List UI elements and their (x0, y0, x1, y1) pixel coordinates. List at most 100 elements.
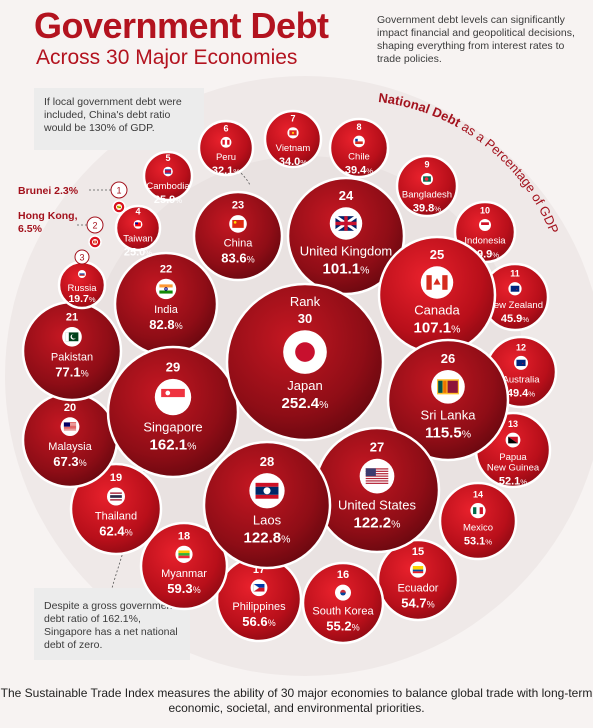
country-label: Vietnam (276, 143, 311, 154)
value-label: 49.4% (507, 387, 535, 399)
australia-flag-emblem (516, 359, 526, 367)
rank-label: 1 (116, 186, 121, 196)
rank-label: 19 (110, 472, 122, 484)
myanmar-flag-emblem (178, 550, 190, 559)
value-label: 252.4% (282, 395, 329, 412)
rank-label: 12 (516, 342, 526, 352)
page-title: Government Debt (34, 5, 329, 46)
papua-new-guinea-flag-emblem (508, 436, 518, 444)
bubble-vietnam: 7 Vietnam 34.0% (263, 109, 323, 169)
value-label: 122.8% (244, 529, 291, 546)
russia-flag-emblem (79, 273, 85, 276)
rank-label: 2 (92, 221, 97, 231)
bubble-circle (263, 109, 323, 169)
country-label: China (224, 238, 254, 250)
country-label: Indonesia (464, 236, 506, 247)
us-flag-emblem (365, 468, 389, 484)
rank-label: 20 (64, 402, 76, 414)
china-flag-emblem (232, 219, 244, 228)
value-label: 39.8% (413, 203, 441, 215)
bubble-taiwan: 4 Taiwan 25.0% (114, 204, 162, 258)
sri-lanka-flag-emblem (437, 379, 459, 395)
india-flag-emblem (159, 284, 173, 294)
bubble-japan: Rank 30 Japan 252.4% (225, 282, 385, 442)
bubble-circle (376, 538, 460, 622)
taiwan-flag-emblem (135, 222, 141, 227)
bubble-bangladesh: 9 Bangladesh 39.8% (395, 154, 459, 218)
value-label: 25.9% (154, 194, 182, 206)
country-label: Bangladesh (402, 190, 452, 201)
rank-label: 21 (66, 312, 78, 324)
country-label: Papua (499, 452, 527, 463)
country-label: Chile (348, 152, 370, 163)
value-label: 45.9% (501, 313, 529, 325)
country-label: Peru (216, 152, 236, 163)
value-label: 122.2% (354, 514, 401, 531)
bubble-circle (438, 481, 518, 561)
value-label: 53.1% (464, 536, 492, 548)
south-korea-flag-emblem (340, 589, 346, 596)
value-label: 34.0% (279, 156, 307, 168)
rank-label: 16 (337, 569, 349, 581)
rank-label: 28 (260, 454, 274, 469)
japan-flag-emblem (295, 342, 315, 362)
country-label: Australia (503, 374, 541, 385)
value-label: 107.1% (414, 320, 461, 337)
country-label: Singapore (143, 419, 202, 434)
value-label: 115.5% (425, 425, 471, 442)
country-label: Malaysia (48, 441, 92, 453)
bubble-sri-lanka: 26 Sri Lanka 115.5% (386, 338, 510, 462)
philippines-flag-emblem (253, 583, 265, 593)
rank-label: 11 (510, 269, 520, 279)
brunei-label: Brunei 2.3% (18, 185, 79, 197)
country-label: Japan (287, 378, 322, 393)
rank-label: 8 (356, 122, 361, 132)
bubble-laos: 28 Laos 122.8% (202, 440, 332, 570)
country-label: Laos (253, 512, 282, 527)
bubble-circle (395, 154, 459, 218)
bubble-mexico: 14 Mexico 53.1% (438, 481, 518, 561)
rank-label: 9 (424, 159, 429, 169)
singapore-flag-emblem (161, 388, 185, 398)
rank-label: 18 (178, 530, 190, 542)
value-label: 101.1% (323, 261, 370, 278)
chile-flag-emblem (355, 138, 363, 145)
page-subtitle: Across 30 Major Economies (36, 46, 298, 69)
country-label: United Kingdom (300, 244, 393, 259)
rank-label: 26 (441, 351, 455, 366)
bubble-circle (301, 561, 385, 645)
rank-label: 13 (508, 419, 518, 429)
rank-label: 10 (480, 205, 490, 215)
value-label: 83.6% (221, 251, 254, 266)
value-label: 32.1% (212, 165, 240, 177)
rank-label: 29 (166, 360, 180, 375)
rank-header: Rank (290, 294, 321, 309)
vietnam-flag-emblem (289, 130, 297, 136)
hong-kong-value: 6.5% (18, 223, 43, 235)
rank-ring (74, 249, 90, 265)
rank-label: 22 (160, 263, 172, 275)
country-label: Cambodia (146, 181, 190, 192)
pakistan-flag-emblem (65, 332, 79, 342)
bubble-peru: 6 Peru 32.1% (197, 119, 255, 177)
bubble-uk: 24 United Kingdom 101.1% (286, 176, 406, 296)
uk-flag-emblem (334, 214, 358, 232)
mexico-flag-emblem (473, 507, 483, 515)
country-label: South Korea (312, 606, 374, 618)
country-label: New Guinea (487, 462, 540, 473)
canada-flag-emblem (426, 275, 448, 290)
rank-label: 27 (370, 440, 384, 455)
country-label: New Zealand (487, 300, 543, 311)
rank-label: 5 (165, 153, 170, 163)
curved-label-bold: National Debt (378, 90, 464, 130)
intro-text: Government debt levels can significantly… (377, 14, 575, 65)
rank-label: 15 (412, 546, 424, 558)
laos-flag-emblem (255, 482, 279, 499)
country-label: Russia (67, 283, 97, 294)
